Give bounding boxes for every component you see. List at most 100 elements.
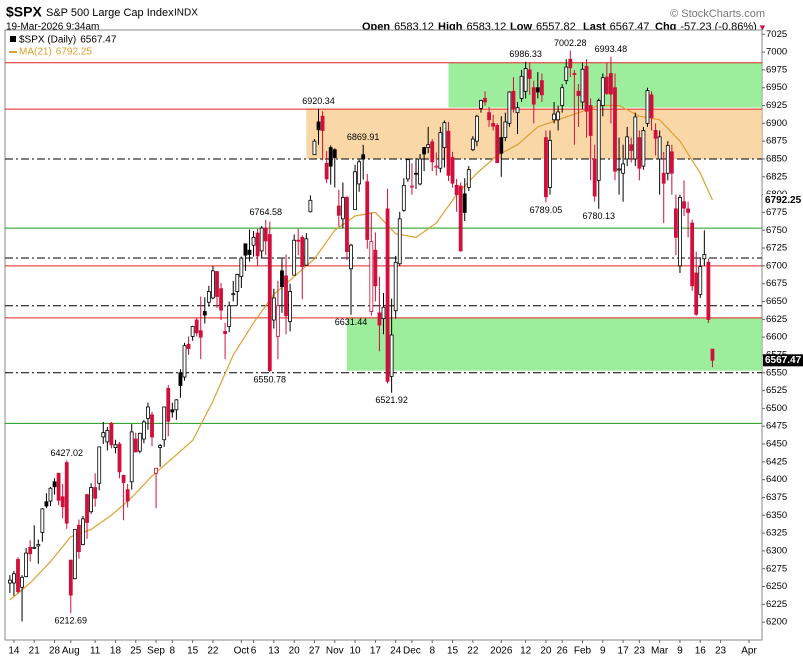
exchange: INDX — [174, 8, 198, 19]
candle-body — [40, 508, 45, 533]
price-annotation: 6521.92 — [375, 395, 408, 405]
y-tick-label: 6725 — [766, 243, 787, 254]
candle-body — [690, 222, 695, 287]
candle-body — [280, 270, 284, 287]
candle-body — [479, 100, 483, 109]
candle-body — [381, 306, 386, 320]
candle-body — [121, 474, 126, 483]
x-tick-label: 17 — [618, 646, 630, 657]
candle-body — [475, 115, 479, 142]
candle-body — [633, 116, 638, 160]
candle-body — [170, 409, 175, 413]
candle-body — [515, 107, 520, 114]
candle-body — [129, 431, 134, 483]
candle-body — [442, 122, 447, 148]
candle-body — [462, 193, 467, 213]
price-annotation: 6993.48 — [595, 44, 628, 54]
candle-body — [487, 112, 491, 121]
y-tick-label: 6300 — [766, 545, 787, 556]
candle-body — [548, 140, 552, 188]
x-tick-label: Dec — [403, 646, 421, 657]
legend-swatch — [10, 36, 16, 42]
candle-body — [36, 544, 41, 547]
candle-body — [434, 165, 439, 168]
y-tick-label: 6325 — [766, 528, 787, 539]
candle-body — [16, 559, 20, 592]
x-tick-label: Sep — [147, 646, 165, 657]
candle-body — [162, 406, 167, 441]
candle-body — [24, 552, 29, 577]
candle-body — [641, 130, 646, 167]
candle-body — [105, 430, 110, 443]
candle-body — [211, 270, 215, 299]
candle-body — [596, 100, 601, 181]
y-tick-label: 6225 — [766, 599, 787, 610]
candle-body — [426, 144, 431, 148]
candle-body — [544, 137, 548, 198]
candle-body — [499, 137, 504, 154]
candle-body — [588, 105, 593, 136]
x-tick-label: Feb — [574, 646, 592, 657]
candle-body — [629, 144, 634, 151]
candle-body — [580, 68, 585, 103]
candle-body — [503, 121, 508, 139]
candle-body — [182, 345, 187, 378]
candle-body — [584, 65, 589, 112]
candle-body — [235, 274, 240, 292]
candle-body — [466, 169, 471, 188]
candle-body — [304, 238, 309, 266]
candle-body — [52, 481, 57, 488]
x-tick-label: Mar — [651, 646, 669, 657]
candle-body — [454, 184, 459, 196]
candle-body — [507, 91, 512, 124]
y-tick-label: 6350 — [766, 510, 787, 521]
y-tick-label: 6250 — [766, 581, 787, 592]
legend-label: $SPX (Daily) — [19, 35, 76, 46]
x-tick-label: Oct — [234, 646, 250, 657]
candle-body — [146, 406, 150, 419]
change-arrow: ▼ — [758, 22, 767, 32]
x-tick-label: 13 — [268, 646, 280, 657]
candle-body — [389, 334, 394, 377]
y-tick-label: 6975 — [766, 64, 787, 75]
candle-body — [20, 576, 24, 588]
candle-body — [669, 151, 674, 174]
y-tick-label: 6500 — [766, 403, 787, 414]
y-tick-label: 6450 — [766, 439, 787, 450]
candle-body — [186, 343, 191, 349]
y-tick-label: 7000 — [766, 47, 787, 58]
x-tick-label: 16 — [695, 646, 707, 657]
candle-body — [535, 87, 540, 93]
candle-body — [219, 288, 223, 311]
candle-body — [32, 546, 37, 549]
candle-body — [491, 122, 496, 127]
candle-body — [405, 159, 410, 180]
candle-body — [178, 372, 183, 386]
candle-body — [340, 197, 345, 220]
last-tag: 6567.47 — [765, 355, 802, 366]
candle-body — [206, 291, 211, 303]
candle-body — [674, 208, 678, 238]
candle-body — [661, 172, 666, 184]
candle-body — [93, 487, 98, 499]
candle-body — [267, 234, 272, 372]
candle-body — [556, 111, 561, 121]
last-tag-bg — [763, 354, 803, 367]
candle-body — [495, 125, 500, 163]
candle-body — [625, 136, 630, 160]
candle-body — [259, 227, 264, 252]
y-tick-label: 6775 — [766, 207, 787, 218]
x-tick-label: 20 — [540, 646, 552, 657]
x-tick-label: 27 — [309, 646, 321, 657]
candle-body — [682, 201, 686, 209]
candle-body — [247, 249, 252, 255]
candle-body — [158, 445, 163, 448]
price-annotation: 6986.33 — [509, 49, 542, 59]
candle-body — [483, 98, 487, 103]
y-tick-label: 7025 — [766, 29, 787, 40]
candle-body — [332, 149, 337, 158]
candle-body — [576, 90, 581, 96]
price-annotation: 6789.05 — [530, 205, 563, 215]
x-tick-label: 14 — [8, 646, 20, 657]
candle-body — [215, 271, 219, 297]
